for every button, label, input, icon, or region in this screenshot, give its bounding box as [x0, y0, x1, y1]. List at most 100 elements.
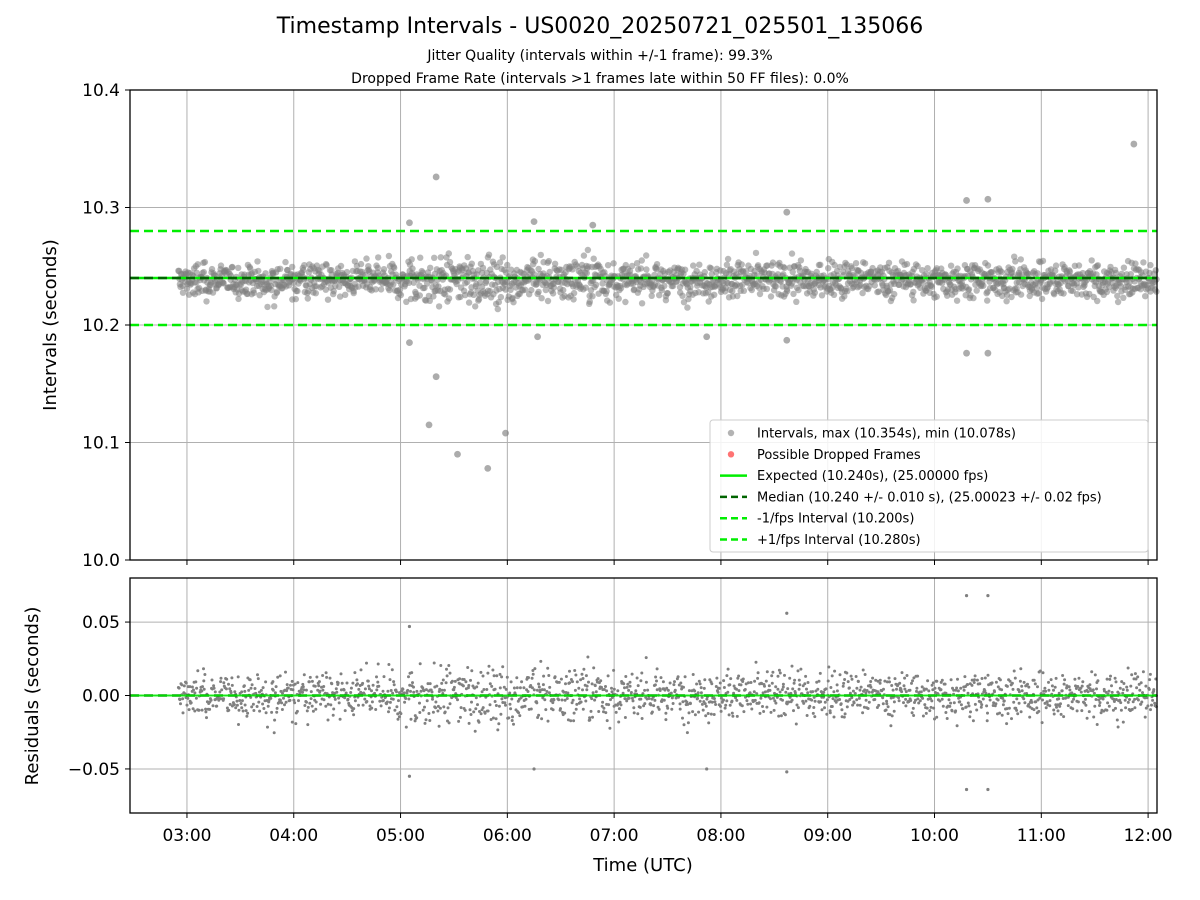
residual-point [687, 689, 691, 693]
residual-point [643, 702, 647, 706]
residual-point [211, 704, 215, 708]
residual-point [888, 680, 891, 684]
residual-point [546, 666, 550, 670]
residual-point [625, 685, 629, 689]
residual-point [208, 707, 212, 711]
residual-point [619, 703, 623, 707]
interval-point [300, 266, 307, 274]
residual-point [1033, 682, 1037, 686]
residual-point [329, 703, 333, 707]
residual-point [590, 682, 594, 686]
residual-point [811, 690, 815, 694]
interval-point [739, 281, 746, 289]
residual-point [201, 685, 204, 689]
residual-point [1032, 678, 1036, 682]
interval-point [464, 253, 471, 261]
interval-point [685, 295, 692, 303]
residual-point [321, 688, 325, 692]
residual-point [447, 721, 451, 725]
residual-point [195, 686, 199, 690]
residual-point [805, 687, 808, 691]
residual-point [838, 698, 842, 701]
residual-point [573, 669, 577, 672]
residual-point [658, 689, 662, 692]
residual-point [855, 698, 859, 702]
residual-point [275, 706, 279, 710]
residual-point [194, 680, 198, 684]
residual-point [235, 703, 239, 707]
residual-point [262, 707, 266, 710]
residual-point [701, 708, 705, 712]
residual-point [282, 696, 285, 700]
residual-point [1062, 682, 1066, 686]
residual-outlier-point [964, 594, 969, 598]
residual-point [1071, 707, 1075, 711]
residual-point [361, 703, 365, 707]
residual-point [212, 684, 216, 688]
residual-point [244, 709, 248, 713]
residual-point [180, 683, 184, 687]
residual-point [518, 686, 522, 690]
residual-point [597, 710, 601, 713]
interval-point [852, 260, 860, 267]
residual-point [1020, 689, 1024, 693]
interval-point [841, 293, 848, 300]
residual-point [735, 698, 739, 702]
residual-point [920, 685, 924, 689]
residual-point [905, 674, 909, 677]
interval-point [817, 261, 824, 268]
residual-point [941, 704, 945, 708]
residual-point [1002, 699, 1006, 703]
residual-point [719, 709, 723, 713]
residual-point [1135, 686, 1139, 690]
residual-point [1052, 708, 1056, 712]
residual-point [796, 669, 800, 673]
residual-point [315, 675, 319, 679]
residual-point [1060, 689, 1064, 693]
legend-entry-label: +1/fps Interval (10.280s) [757, 533, 921, 548]
residual-point [930, 699, 934, 703]
residual-point [227, 708, 231, 712]
residual-point [728, 703, 732, 707]
interval-point [545, 257, 552, 265]
residual-point [225, 677, 229, 681]
interval-point [542, 286, 549, 294]
residual-point [440, 688, 444, 692]
residual-point [306, 723, 310, 727]
residual-point [962, 688, 966, 692]
interval-point [738, 261, 745, 268]
residual-point [303, 704, 307, 707]
interval-point [1147, 261, 1154, 269]
residual-point [1017, 690, 1021, 694]
residual-point [342, 688, 346, 692]
residual-outlier-point [785, 770, 789, 774]
residual-point [812, 695, 816, 699]
residual-point [819, 700, 823, 704]
residual-point [412, 685, 415, 689]
intervals-y-tick-label: 10.4 [82, 81, 120, 101]
residual-point [361, 681, 365, 685]
residual-point [478, 710, 481, 713]
residual-point [1126, 700, 1130, 704]
residual-point [696, 696, 699, 700]
residual-point [448, 671, 452, 675]
residual-point [985, 704, 989, 708]
residual-point [346, 697, 350, 701]
residual-point [1061, 697, 1065, 700]
residual-point [1152, 688, 1156, 692]
residual-point [379, 704, 383, 708]
residual-point [1023, 701, 1027, 705]
residual-point [730, 711, 734, 715]
interval-outlier-point [589, 221, 597, 229]
residual-point [922, 687, 926, 691]
residual-point [517, 711, 521, 715]
residual-point [193, 709, 197, 713]
residual-point [481, 674, 485, 678]
residual-point [682, 685, 685, 689]
residual-point [1124, 706, 1128, 710]
residual-point [904, 697, 908, 701]
residual-point [427, 712, 431, 715]
residual-point [425, 699, 429, 703]
residual-point [666, 706, 670, 710]
interval-point [919, 267, 926, 274]
